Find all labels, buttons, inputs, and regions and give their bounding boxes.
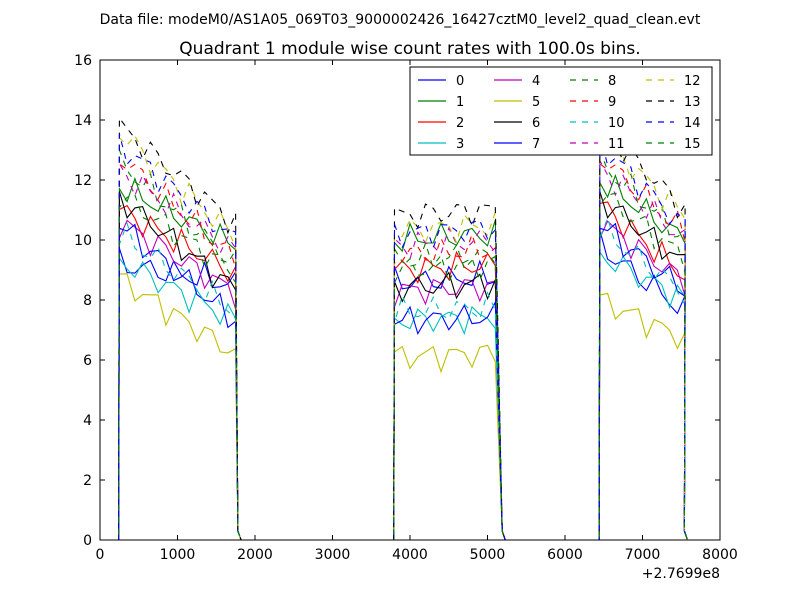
series-line-6	[100, 191, 720, 540]
x-offset-label: +2.7699e8	[642, 566, 720, 582]
y-tick-label: 2	[83, 473, 92, 489]
series-line-0	[100, 230, 720, 540]
legend-label-5: 5	[532, 95, 540, 110]
y-tick-label: 12	[74, 173, 92, 189]
series-line-5	[100, 273, 720, 540]
legend-label-11: 11	[608, 137, 625, 152]
series-line-13	[100, 116, 720, 540]
y-tick-label: 10	[74, 233, 92, 249]
x-tick-label: 3000	[315, 547, 351, 563]
legend-label-8: 8	[608, 74, 616, 89]
y-tick-label: 8	[83, 293, 92, 309]
legend-label-7: 7	[532, 137, 540, 152]
series-line-2	[100, 201, 720, 540]
x-tick-label: 4000	[392, 547, 428, 563]
x-tick-label: 1000	[160, 547, 196, 563]
legend-label-10: 10	[608, 116, 625, 131]
y-tick-label: 6	[83, 353, 92, 369]
y-tick-label: 0	[83, 533, 92, 549]
legend-label-12: 12	[684, 74, 701, 89]
y-tick-label: 16	[74, 53, 92, 69]
x-tick-label: 5000	[470, 547, 506, 563]
y-tick-label: 14	[74, 113, 92, 129]
series-line-4	[100, 219, 720, 540]
x-tick-label: 0	[96, 547, 105, 563]
series-line-9	[100, 162, 720, 540]
legend-label-1: 1	[456, 95, 464, 110]
x-tick-label: 8000	[702, 547, 738, 563]
legend-label-15: 15	[684, 137, 701, 152]
series-line-1	[100, 173, 720, 540]
x-tick-label: 7000	[625, 547, 661, 563]
legend-label-6: 6	[532, 116, 540, 131]
legend-label-9: 9	[608, 95, 616, 110]
axis-ticks: 0 1000 2000 3000 4000 5000 6000 7000 80000246810…	[74, 53, 738, 563]
chart-title: Quadrant 1 module wise count rates with …	[179, 39, 640, 59]
series-line-10	[100, 216, 720, 540]
series-layer	[100, 116, 720, 540]
x-tick-label: 6000	[547, 547, 583, 563]
legend-box	[409, 66, 713, 156]
legend-label-3: 3	[456, 137, 464, 152]
series-line-8	[100, 149, 720, 540]
y-tick-label: 4	[83, 413, 92, 429]
series-line-7	[100, 222, 720, 540]
legend-label-14: 14	[684, 116, 701, 131]
series-line-15	[100, 192, 720, 540]
series-line-3	[100, 250, 720, 540]
legend-label-13: 13	[684, 95, 701, 110]
series-line-14	[100, 133, 720, 540]
legend-label-4: 4	[532, 74, 540, 89]
legend-label-2: 2	[456, 116, 464, 131]
series-line-12	[100, 134, 720, 540]
legend-label-0: 0	[456, 74, 464, 89]
data-file-label: Data file: modeM0/AS1A05_069T03_90000024…	[100, 12, 701, 28]
x-tick-label: 2000	[237, 547, 273, 563]
